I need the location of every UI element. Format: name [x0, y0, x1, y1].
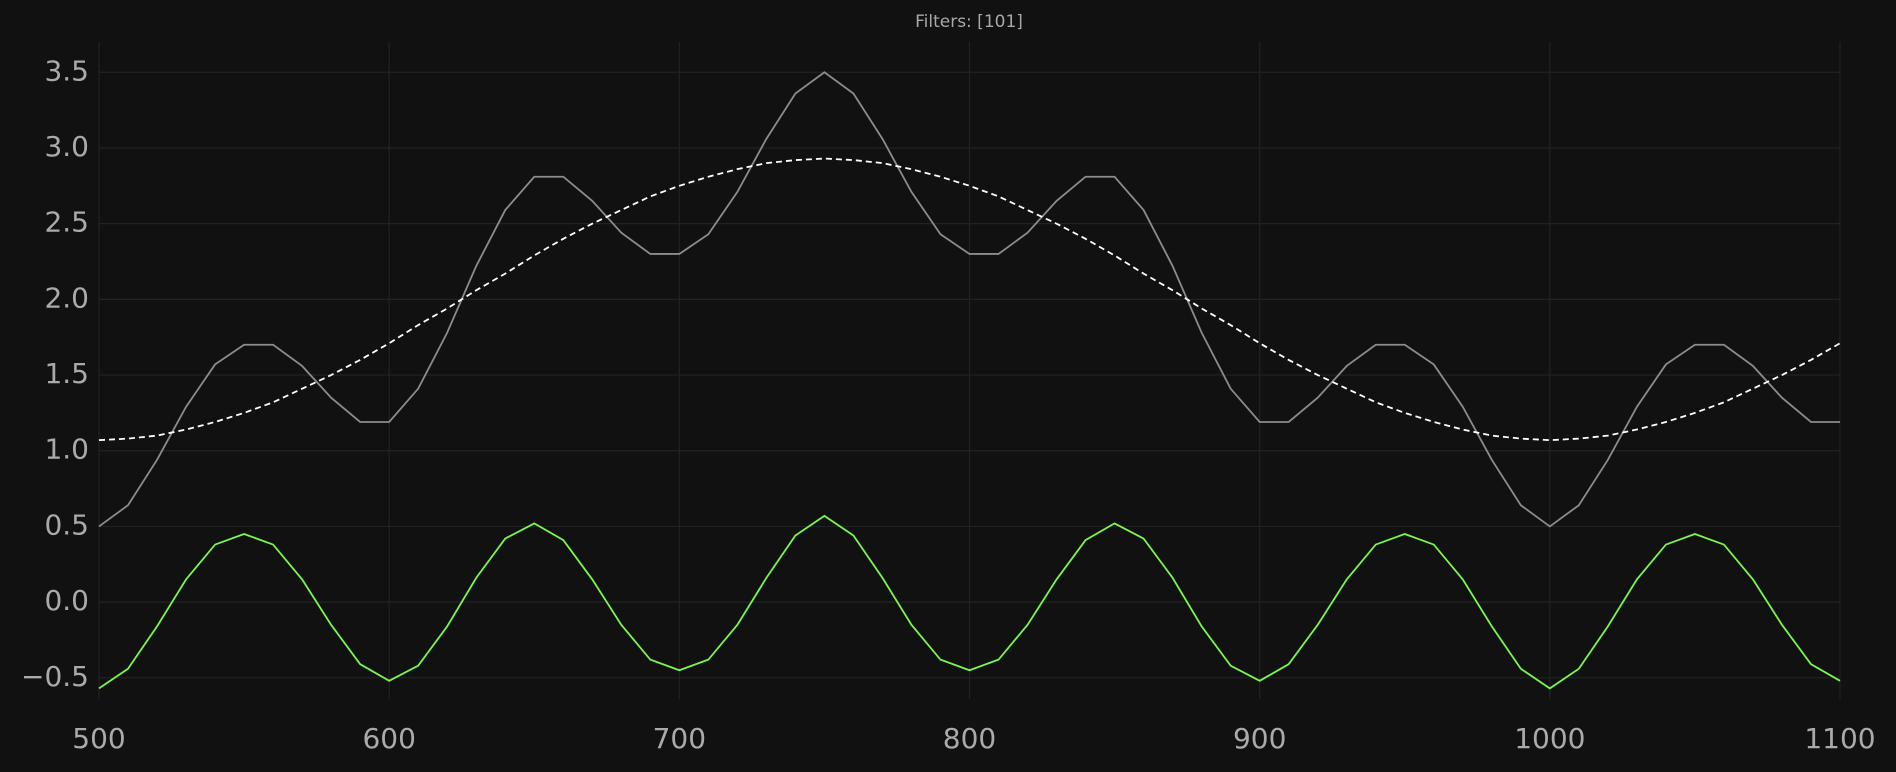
- x-tick-label: 500: [72, 722, 125, 755]
- series-line: [98, 71, 1840, 528]
- x-tick-label: 1100: [1804, 722, 1875, 755]
- y-tick-label: 3.0: [44, 130, 89, 163]
- y-tick-label: 0.0: [44, 584, 89, 617]
- y-tick-label: 2.0: [44, 281, 89, 314]
- y-tick-label: 1.0: [44, 433, 89, 466]
- x-tick-label: 900: [1233, 722, 1286, 755]
- chart-title: Filters: [101]: [915, 12, 1023, 32]
- x-tick-label: 800: [943, 722, 996, 755]
- y-tick-label: 0.5: [44, 508, 89, 541]
- y-tick-label: 1.5: [44, 357, 89, 390]
- x-tick-label: 700: [653, 722, 706, 755]
- y-tick-label: −0.5: [21, 660, 89, 693]
- x-tick-label: 600: [362, 722, 415, 755]
- y-tick-label: 2.5: [44, 206, 89, 239]
- y-tick-label: 3.5: [44, 54, 89, 87]
- series-line: [98, 514, 1841, 690]
- x-tick-label: 1000: [1514, 722, 1585, 755]
